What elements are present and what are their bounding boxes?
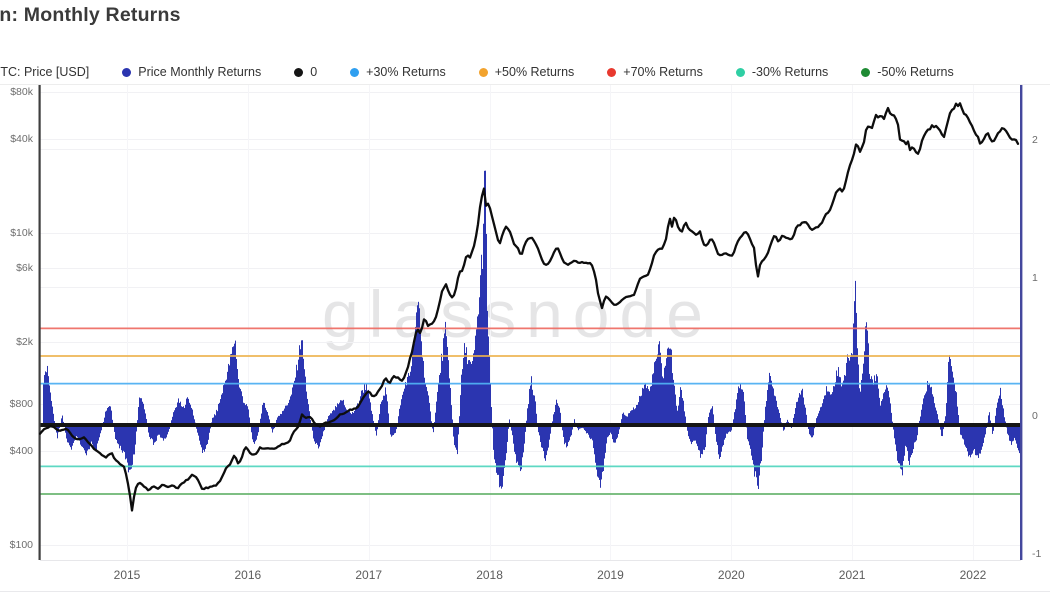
x-axis-tick: 2020 — [717, 568, 745, 582]
y-axis-left-tick: $40k — [10, 132, 33, 145]
y-axis-right-tick: 2 — [1032, 134, 1038, 146]
y-axis-right-tick: 1 — [1032, 272, 1038, 284]
y-axis-left-tick: $2k — [16, 335, 33, 348]
y-axis-left-tick: $400 — [9, 445, 33, 458]
y-axis-left-tick: $800 — [9, 398, 33, 411]
x-axis-tick: 2017 — [355, 568, 383, 582]
x-axis-tick: 2018 — [476, 568, 503, 582]
y-axis-left-tick: $100 — [9, 539, 33, 551]
y-axis-right-tick: 0 — [1032, 410, 1038, 422]
y-axis-left-tick: $10k — [10, 226, 33, 239]
y-axis-left-tick: $6k — [16, 261, 33, 274]
y-axis-right-tick: -1 — [1032, 548, 1042, 560]
x-axis-tick: 2015 — [113, 568, 141, 582]
x-axis-tick: 2022 — [959, 568, 987, 582]
y-axis-left-tick: $80k — [10, 85, 33, 98]
x-axis-tick: 2021 — [838, 568, 866, 582]
bottom-divider — [0, 591, 1050, 592]
x-axis-tick: 2019 — [597, 568, 624, 582]
x-axis-tick: 2016 — [234, 568, 262, 582]
